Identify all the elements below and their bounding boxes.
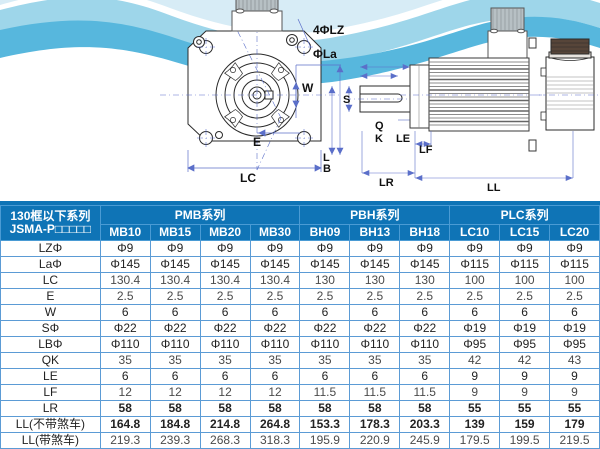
svg-text:W: W bbox=[302, 81, 314, 95]
svg-text:LR: LR bbox=[379, 177, 394, 189]
svg-text:B: B bbox=[323, 163, 331, 175]
svg-text:S: S bbox=[343, 94, 350, 106]
svg-text:E: E bbox=[253, 135, 261, 149]
svg-text:Q: Q bbox=[375, 120, 384, 132]
svg-text:4ΦLZ: 4ΦLZ bbox=[313, 23, 344, 37]
svg-text:LE: LE bbox=[396, 133, 410, 145]
svg-text:LL: LL bbox=[487, 182, 501, 194]
svg-text:LF: LF bbox=[419, 144, 433, 156]
svg-text:ΦLa: ΦLa bbox=[313, 47, 337, 61]
svg-text:K: K bbox=[375, 133, 383, 145]
svg-text:LC: LC bbox=[240, 171, 256, 185]
